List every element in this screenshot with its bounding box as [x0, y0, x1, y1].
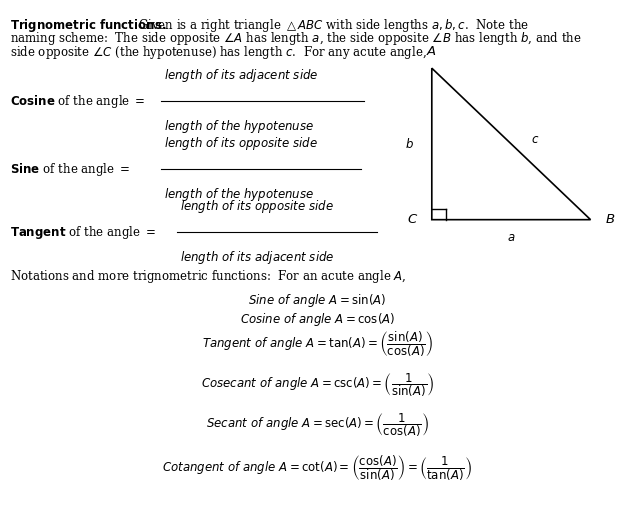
Text: $\mathit{length\ of\ the\ hypotenuse}$: $\mathit{length\ of\ the\ hypotenuse}$	[164, 186, 314, 204]
Text: $\mathit{length\ of\ the\ hypotenuse}$: $\mathit{length\ of\ the\ hypotenuse}$	[164, 118, 314, 135]
Text: $\mathit{length\ of\ its\ opposite\ side}$: $\mathit{length\ of\ its\ opposite\ side…	[164, 135, 318, 152]
Text: $A$: $A$	[426, 45, 438, 58]
Text: naming scheme:  The side opposite $\angle A$ has length $a$, the side opposite $: naming scheme: The side opposite $\angle…	[10, 30, 582, 47]
Text: $\mathit{Cosecant\ of\ angle}\ A = \csc(A) = \left(\dfrac{1}{\sin(A)}\right)$: $\mathit{Cosecant\ of\ angle}\ A = \csc(…	[201, 371, 434, 398]
Text: $\mathbf{Cosine}$ of the angle $=$: $\mathbf{Cosine}$ of the angle $=$	[10, 92, 145, 110]
Text: $b$: $b$	[405, 137, 414, 151]
Text: $\mathit{Sine\ of\ angle}\ A = \sin(A)$: $\mathit{Sine\ of\ angle}\ A = \sin(A)$	[248, 292, 387, 309]
Text: $\mathit{Cosine\ of\ angle}\ A = \cos(A)$: $\mathit{Cosine\ of\ angle}\ A = \cos(A)…	[240, 311, 395, 328]
Text: side opposite $\angle C$ (the hypotenuse) has length $c$.  For any acute angle,: side opposite $\angle C$ (the hypotenuse…	[10, 44, 426, 61]
Text: $B$: $B$	[605, 213, 615, 226]
Text: Given is a right triangle $\triangle ABC$ with side lengths $a, b, c$.  Note the: Given is a right triangle $\triangle ABC…	[138, 17, 530, 34]
Text: $\mathit{Tangent\ of\ angle}\ A = \tan(A) = \left(\dfrac{\sin(A)}{\cos(A)}\right: $\mathit{Tangent\ of\ angle}\ A = \tan(A…	[202, 330, 433, 359]
Text: $C$: $C$	[406, 213, 418, 226]
Text: $a$: $a$	[507, 231, 516, 244]
Text: $\mathit{length\ of\ its\ opposite\ side}$: $\mathit{length\ of\ its\ opposite\ side…	[180, 198, 334, 215]
Text: $c$: $c$	[531, 133, 540, 146]
Text: $\mathit{Secant\ of\ angle}\ A = \sec(A) = \left(\dfrac{1}{\cos(A)}\right)$: $\mathit{Secant\ of\ angle}\ A = \sec(A)…	[206, 412, 429, 439]
Text: $\mathit{length\ of\ its\ adjacent\ side}$: $\mathit{length\ of\ its\ adjacent\ side…	[180, 249, 334, 267]
Text: $\mathbf{Tangent}$ of the angle $=$: $\mathbf{Tangent}$ of the angle $=$	[10, 224, 156, 241]
Text: $\mathbf{Sine}$ of the angle $=$: $\mathbf{Sine}$ of the angle $=$	[10, 161, 130, 178]
Text: $\mathbf{Trignometric\ functions.}$: $\mathbf{Trignometric\ functions.}$	[10, 17, 166, 34]
Text: Notations and more trignometric functions:  For an acute angle $A$,: Notations and more trignometric function…	[10, 268, 406, 285]
Text: $\mathit{length\ of\ its\ adjacent\ side}$: $\mathit{length\ of\ its\ adjacent\ side…	[164, 67, 318, 84]
Text: $\mathit{Cotangent\ of\ angle}\ A = \cot(A) = \left(\dfrac{\cos(A)}{\sin(A)}\rig: $\mathit{Cotangent\ of\ angle}\ A = \cot…	[163, 454, 472, 483]
